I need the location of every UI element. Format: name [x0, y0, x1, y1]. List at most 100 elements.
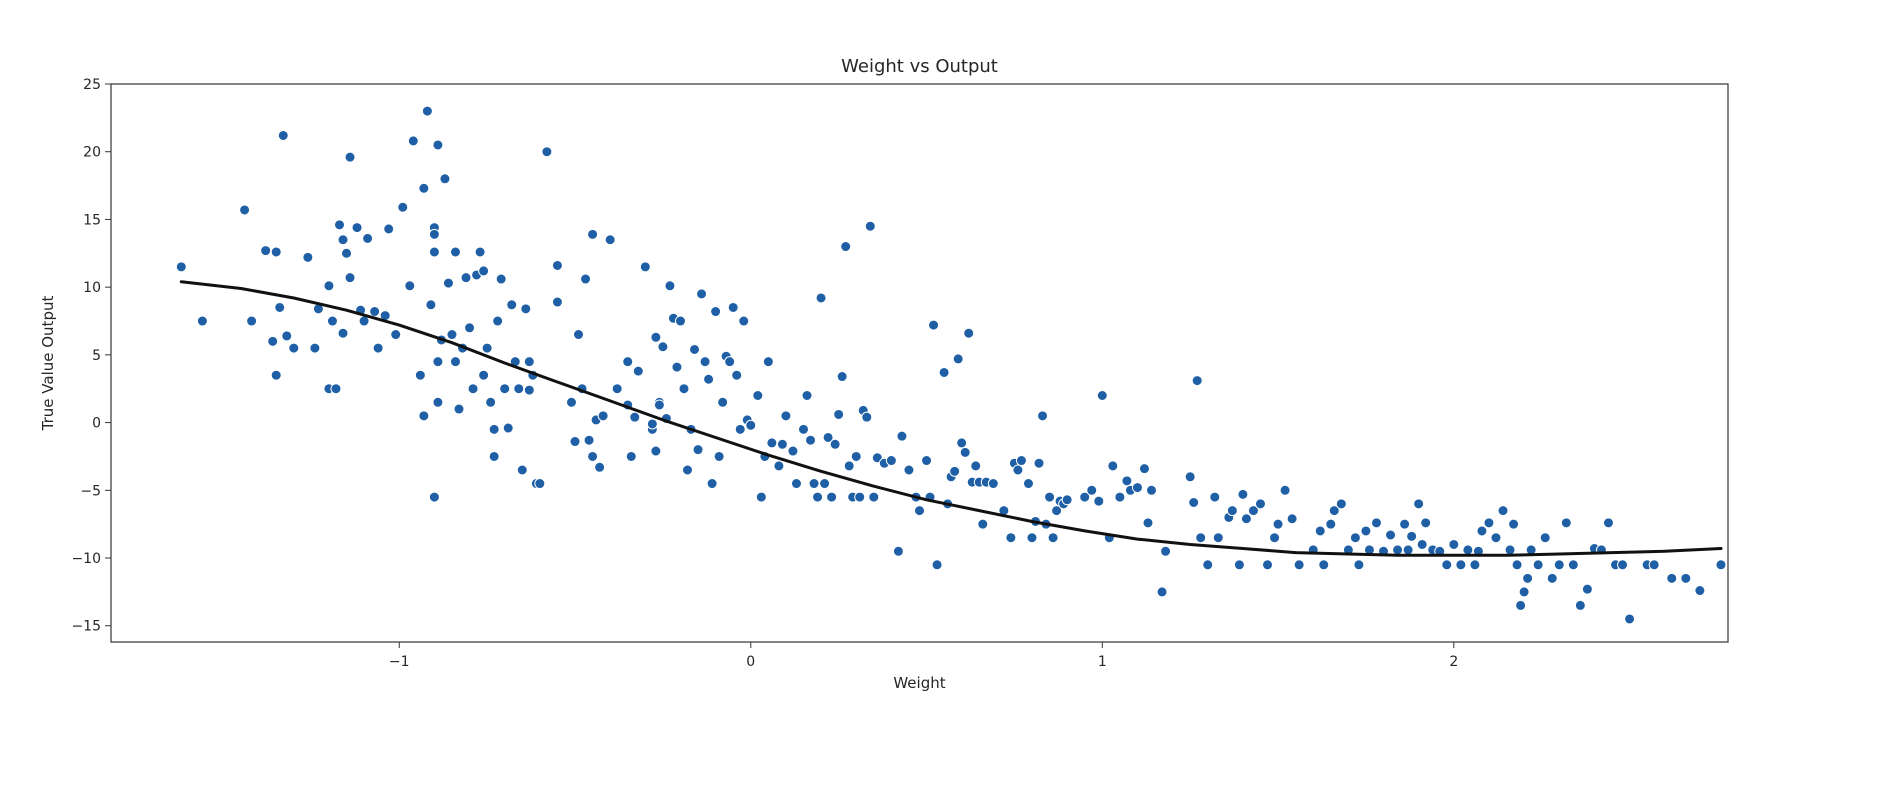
scatter-point — [1272, 518, 1284, 530]
scatter-point — [1476, 525, 1488, 537]
scatter-point — [460, 272, 472, 284]
scatter-point — [717, 396, 729, 408]
scatter-point — [987, 478, 999, 490]
scatter-point — [495, 273, 507, 285]
scatter-point — [801, 390, 813, 402]
scatter-point — [724, 356, 736, 368]
y-tick-label: −5 — [80, 483, 101, 499]
scatter-point — [808, 478, 820, 490]
scatter-point — [710, 306, 722, 318]
scatter-point — [885, 455, 897, 467]
scatter-point — [1022, 478, 1034, 490]
y-tick-label: −15 — [71, 619, 101, 635]
y-tick-label: 25 — [83, 77, 101, 93]
scatter-point — [1240, 513, 1252, 525]
scatter-point — [1694, 585, 1706, 597]
scatter-point — [404, 280, 416, 292]
scatter-point — [1033, 457, 1045, 469]
scatter-point — [671, 361, 683, 373]
scatter-point — [1079, 491, 1091, 503]
scatter-point — [1522, 572, 1534, 584]
scatter-point — [611, 383, 623, 395]
scatter-point — [449, 246, 461, 258]
scatter-point — [678, 383, 690, 395]
scatter-point — [1121, 475, 1133, 487]
scatter-point — [1037, 410, 1049, 422]
scatter-point — [949, 465, 961, 477]
scatter-point — [1142, 517, 1154, 529]
scatter-point — [428, 228, 440, 240]
scatter-point — [267, 335, 279, 347]
scatter-point — [931, 559, 943, 571]
scatter-point — [597, 410, 609, 422]
scatter-point — [959, 446, 971, 458]
scatter-point — [520, 303, 532, 315]
scatter-point — [175, 261, 187, 273]
scatter-point — [928, 319, 940, 331]
scatter-point — [776, 438, 788, 450]
scatter-point — [1349, 532, 1361, 544]
scatter-point — [1370, 517, 1382, 529]
scatter-point — [826, 491, 838, 503]
scatter-point — [780, 410, 792, 422]
scatter-point — [650, 445, 662, 457]
scatter-point — [1005, 532, 1017, 544]
scatter-point — [534, 478, 546, 490]
scatter-point — [1156, 586, 1168, 598]
scatter-point — [1680, 572, 1692, 584]
scatter-point — [773, 460, 785, 472]
scatter-point — [664, 280, 676, 292]
scatter-point — [903, 464, 915, 476]
scatter-point — [1325, 518, 1337, 530]
scatter-point — [1226, 505, 1238, 517]
scatter-point — [1602, 517, 1614, 529]
scatter-point — [734, 423, 746, 435]
scatter-point — [632, 365, 644, 377]
scatter-point — [1567, 559, 1579, 571]
scatter-point — [646, 418, 658, 430]
scatter-point — [952, 353, 964, 365]
scatter-point — [692, 444, 704, 456]
scatter-point — [1012, 464, 1024, 476]
scatter-point — [478, 265, 490, 277]
scatter-point — [819, 478, 831, 490]
scatter-point — [397, 201, 409, 213]
scatter-point — [1455, 559, 1467, 571]
scatter-point — [1508, 518, 1520, 530]
scatter-point — [418, 410, 430, 422]
scatter-point — [1617, 559, 1629, 571]
scatter-point — [1416, 538, 1428, 550]
scatter-point — [474, 246, 486, 258]
scatter-point — [861, 411, 873, 423]
scatter-point — [565, 396, 577, 408]
scatter-point — [625, 450, 637, 462]
scatter-point — [970, 460, 982, 472]
scatter-point — [790, 478, 802, 490]
scatter-point — [1096, 390, 1108, 402]
scatter-point — [1328, 505, 1340, 517]
scatter-point — [604, 234, 616, 246]
scatter-point — [1532, 559, 1544, 571]
scatter-point — [344, 151, 356, 163]
plot-frame — [110, 83, 1729, 643]
scatter-point — [464, 322, 476, 334]
scatter-point — [1448, 538, 1460, 550]
scatter-point — [485, 396, 497, 408]
scatter-point — [418, 182, 430, 194]
y-tick-label: 0 — [92, 416, 101, 432]
scatter-point — [288, 342, 300, 354]
y-axis: −15 −10 −5 0 5 10 15 20 25 — [71, 77, 111, 635]
scatter-point — [1233, 559, 1245, 571]
x-tick-label: 2 — [1449, 654, 1458, 670]
scatter-point — [822, 431, 834, 443]
scatter-point — [1648, 559, 1660, 571]
scatter-point — [629, 411, 641, 423]
scatter-point — [674, 315, 686, 327]
scatter-point — [713, 450, 725, 462]
scatter-point — [699, 356, 711, 368]
y-tick-label: 20 — [83, 145, 101, 161]
scatter-point — [1318, 559, 1330, 571]
scatter-point — [1441, 559, 1453, 571]
scatter-point — [1086, 484, 1098, 496]
scatter-point — [302, 251, 314, 263]
